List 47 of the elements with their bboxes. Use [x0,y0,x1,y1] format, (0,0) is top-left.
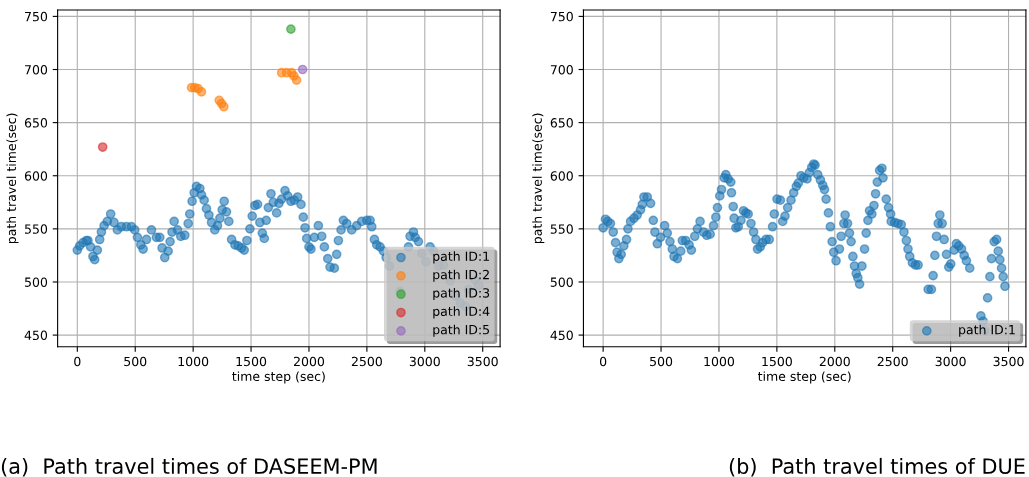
x-axis-title: time step (sec) [757,371,851,384]
y-tick-label: 500 [550,277,573,287]
x-tick-label: 1500 [236,356,267,367]
x-axis-title: time step (sec) [232,371,325,384]
x-tick-label: 1000 [178,356,209,367]
point [97,142,108,152]
x-tick-label: 3500 [993,356,1024,367]
legend-label: path ID:5 [433,324,489,337]
x-tick-label: 3000 [935,356,966,367]
x-tick-label: 2000 [293,356,325,367]
point [297,64,308,75]
y-axis-title: path travel time(sec) [532,113,545,244]
x-tick-label: 3500 [467,356,498,367]
y-tick-label: 650 [550,118,573,128]
legend-label: path ID:3 [433,287,490,301]
legend-label: path ID:1 [959,324,1015,337]
point [286,24,296,35]
x-tick-label: 2500 [877,356,908,367]
x-tick-label: 3000 [409,356,440,367]
y-axis-title: path travel time(sec) [6,113,19,244]
y-tick-label: 550 [550,224,573,234]
text: (b) Path travel times of DUE [729,457,1025,477]
x-tick-label: 1000 [704,356,735,367]
x-tick-label: 1500 [762,356,792,367]
y-tick-label: 450 [550,330,573,341]
x-tick-label: 500 [124,356,147,367]
legend-label: path ID:2 [433,269,489,282]
legend-label: path ID:4 [433,306,490,319]
y-tick-label: 450 [24,330,48,341]
y-tick-label: 750 [550,11,573,22]
x-tick-label: 2500 [351,356,382,367]
y-tick-label: 600 [24,171,48,181]
y-tick-label: 700 [550,64,573,75]
y-tick-label: 550 [25,224,48,234]
legend-label: path ID:1 [433,251,489,264]
x-tick-label: 0 [74,356,81,367]
y-tick-label: 500 [25,277,48,287]
x-tick-label: 2000 [819,356,850,367]
x-tick-label: 500 [650,356,673,367]
y-tick-label: 700 [25,64,48,75]
point [291,75,302,85]
y-tick-label: 600 [550,171,573,181]
point [196,86,207,97]
x-tick-label: 0 [599,356,607,367]
y-tick-label: 650 [24,118,48,128]
y-tick-label: 750 [25,11,48,22]
text: (a) Path travel times of DASEEM-PM [1,457,377,477]
